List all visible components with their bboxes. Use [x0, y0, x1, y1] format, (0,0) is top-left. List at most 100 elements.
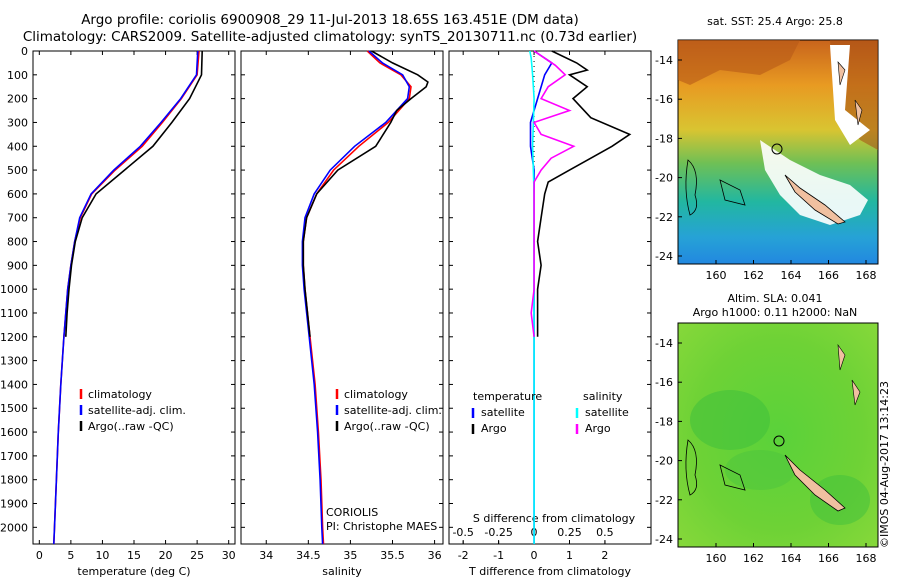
- y-tick-label: 800: [7, 236, 28, 249]
- y-tick-label: 1800: [0, 474, 28, 487]
- x-tick-label: 10: [95, 549, 109, 562]
- chart-panel-3: -2 -1 0 1 2 T difference from climatology -0.5…: [448, 50, 652, 578]
- y-tick-label: 1500: [0, 402, 28, 415]
- y-tick-label: 1100: [0, 307, 28, 320]
- s-tick-label: -0.5: [452, 526, 473, 539]
- legend-label: satellite-adj. clim.: [88, 404, 186, 417]
- lon-tick-label: 168: [856, 552, 877, 565]
- legend-header-salinity: salinity: [583, 390, 623, 403]
- s-axis-label: S difference from climatology: [473, 512, 636, 525]
- legend-label: climatology: [344, 388, 408, 401]
- y-tick-label: 1300: [0, 355, 28, 368]
- plot-frame: [240, 50, 444, 545]
- sla-map-label-1: Altim. SLA: 0.041: [727, 292, 823, 305]
- chart-panel-1: 0 5 10 15 20 25 30 temperature (deg C) 0 100 200 30…: [0, 45, 236, 578]
- x-tick-label: 34.5: [296, 549, 321, 562]
- chart-title-line-1: Argo profile: coriolis 6900908_29 11-Jul…: [81, 12, 579, 28]
- x-tick-label: 0: [531, 549, 538, 562]
- y-tick-label: 600: [7, 188, 28, 201]
- lon-tick-label: 166: [818, 269, 839, 282]
- legend-header-temperature: temperature: [473, 390, 542, 403]
- legend-label: Argo: [585, 422, 611, 435]
- plot-frame: [448, 50, 652, 545]
- lat-tick-label: -18: [655, 415, 673, 428]
- x-tick-label: 25: [190, 549, 204, 562]
- s-tick-label: -0.25: [484, 526, 512, 539]
- lon-tick-label: 162: [743, 552, 764, 565]
- y-tick-label: 300: [7, 116, 28, 129]
- x-axis-label: T difference from climatology: [468, 565, 631, 578]
- chart-panel-2: 34 34.5 35 35.5 36 salinity climatology satelli…: [240, 50, 444, 578]
- series-climatology: [53, 50, 200, 545]
- sst-map-label: sat. SST: 25.4 Argo: 25.8: [707, 15, 843, 28]
- legend-label: Argo: [481, 422, 507, 435]
- lat-tick-label: -20: [655, 455, 673, 468]
- lon-tick-label: 166: [818, 552, 839, 565]
- lat-tick-label: -16: [655, 376, 673, 389]
- lat-tick-label: -16: [655, 93, 673, 106]
- legend-label: satellite: [585, 406, 629, 419]
- chart-title-line-2: Climatology: CARS2009. Satellite-adjuste…: [22, 29, 638, 45]
- y-tick-label: 100: [7, 69, 28, 82]
- x-tick-label: 35: [343, 549, 357, 562]
- x-tick-label: 30: [222, 549, 236, 562]
- sst-map: [677, 39, 879, 265]
- s-tick-label: 0.5: [596, 526, 614, 539]
- lon-tick-label: 160: [706, 552, 727, 565]
- lon-tick-label: 160: [706, 269, 727, 282]
- y-tick-label: 1200: [0, 331, 28, 344]
- s-tick-label: 0.25: [557, 526, 582, 539]
- x-tick-label: 2: [601, 549, 608, 562]
- legend-label: Argo(..raw -QC): [88, 420, 174, 433]
- y-tick-label: 1700: [0, 450, 28, 463]
- lat-tick-label: -14: [655, 54, 673, 67]
- x-tick-label: 35.5: [380, 549, 405, 562]
- y-tick-label: 0: [21, 45, 28, 58]
- legend-label: satellite-adj. clim.: [344, 404, 442, 417]
- x-tick-label: -1: [493, 549, 504, 562]
- x-tick-label: 15: [127, 549, 141, 562]
- legend-label: satellite: [481, 406, 525, 419]
- x-tick-label: 20: [159, 549, 173, 562]
- series-argo-raw-qc-: [65, 50, 203, 337]
- series-s-argo: [530, 50, 576, 337]
- lon-tick-label: 164: [781, 552, 802, 565]
- sla-map-label-2: Argo h1000: 0.11 h2000: NaN: [692, 306, 858, 319]
- y-tick-label: 700: [7, 212, 28, 225]
- imos-timestamp: ©IMOS 04-Aug-2017 13:14:23: [878, 381, 891, 548]
- y-tick-label: 1400: [0, 378, 28, 391]
- series-satellite-adj-clim-: [301, 50, 411, 545]
- x-axis-label: temperature (deg C): [77, 565, 190, 578]
- x-tick-label: 1: [566, 549, 573, 562]
- annotation-line: PI: Christophe MAES: [326, 520, 437, 533]
- lat-tick-label: -18: [655, 132, 673, 145]
- y-tick-label: 1900: [0, 498, 28, 511]
- lat-tick-label: -22: [655, 494, 673, 507]
- x-tick-label: 36: [428, 549, 442, 562]
- y-tick-label: 400: [7, 140, 28, 153]
- y-tick-label: 1600: [0, 426, 28, 439]
- x-axis-label: salinity: [322, 565, 362, 578]
- lat-tick-label: -24: [655, 533, 673, 546]
- sla-map: [677, 322, 879, 548]
- x-tick-label: -2: [458, 549, 469, 562]
- legend-label: climatology: [88, 388, 152, 401]
- lon-tick-label: 164: [781, 269, 802, 282]
- annotation-line: CORIOLIS: [326, 506, 378, 519]
- lon-tick-label: 162: [743, 269, 764, 282]
- lon-tick-label: 168: [856, 269, 877, 282]
- x-tick-label: 0: [36, 549, 43, 562]
- y-tick-label: 500: [7, 164, 28, 177]
- plot-frame: [32, 50, 236, 545]
- y-tick-label: 200: [7, 93, 28, 106]
- lat-tick-label: -14: [655, 337, 673, 350]
- x-tick-label: 34: [259, 549, 273, 562]
- series-argo-raw-qc-: [302, 50, 429, 337]
- y-tick-label: 1000: [0, 283, 28, 296]
- lat-tick-label: -20: [655, 172, 673, 185]
- lat-tick-label: -24: [655, 250, 673, 263]
- y-tick-label: 2000: [0, 521, 28, 534]
- x-tick-label: 5: [67, 549, 74, 562]
- series-t-argo: [536, 50, 632, 337]
